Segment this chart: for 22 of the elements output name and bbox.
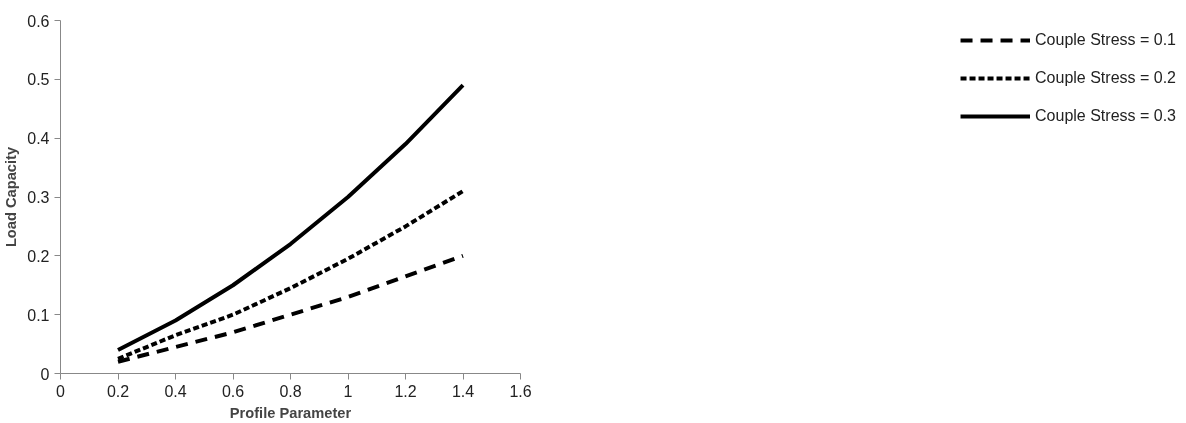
x-tick-label: 0 — [56, 382, 66, 400]
legend-label: Couple Stress = 0.1 — [1035, 31, 1176, 49]
x-tick-label: 0.2 — [106, 382, 130, 400]
y-tick-label: 0.6 — [27, 12, 50, 30]
y-tick-label: 0 — [40, 365, 50, 383]
y-axis-title: Load Capacity — [3, 146, 20, 248]
x-axis-title: Profile Parameter — [229, 404, 352, 421]
legend-label: Couple Stress = 0.3 — [1035, 107, 1176, 125]
y-tick-label: 0.4 — [27, 130, 50, 148]
x-tick-label: 1.6 — [509, 382, 532, 400]
x-tick-label: 1 — [343, 382, 353, 400]
x-tick-label: 1.2 — [394, 382, 417, 400]
y-tick-label: 0.3 — [27, 189, 50, 206]
y-tick-label: 0.1 — [27, 306, 50, 324]
x-tick-label: 0.6 — [221, 382, 245, 400]
y-tick-label: 0.2 — [27, 247, 50, 265]
y-tick-label: 0.5 — [27, 71, 50, 89]
x-tick-label: 1.4 — [451, 382, 475, 400]
x-tick-label: 0.8 — [279, 382, 302, 400]
legend-label: Couple Stress = 0.2 — [1035, 69, 1176, 87]
x-tick-label: 0.4 — [164, 382, 187, 400]
line-series — [116, 83, 465, 352]
